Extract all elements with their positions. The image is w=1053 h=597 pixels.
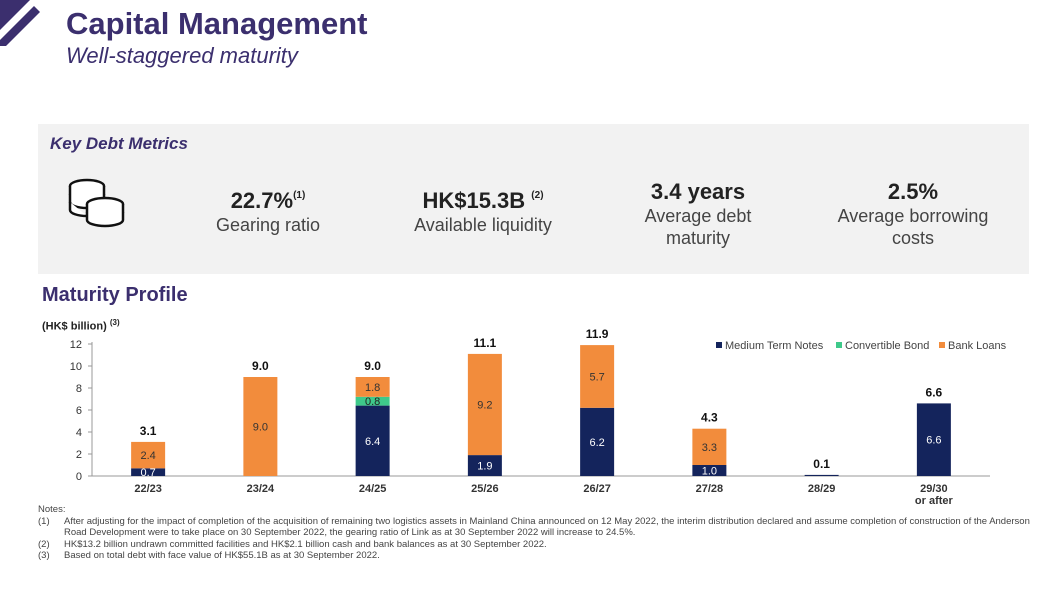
- legend-swatch: [939, 342, 945, 348]
- company-logo: [0, 0, 40, 46]
- metric-gearing-ratio: 22.7%(1) Gearing ratio: [188, 188, 348, 236]
- segment-label: 1.0: [702, 466, 717, 478]
- x-tick-label: 28/29: [808, 483, 836, 495]
- bar-segment: [355, 377, 390, 397]
- legend-label: Bank Loans: [948, 340, 1007, 352]
- note-item: (1) After adjusting for the impact of com…: [38, 516, 1038, 539]
- bar-segment: [355, 396, 390, 406]
- metric-average-borrowing-costs: 2.5% Average borrowing costs: [818, 179, 1008, 249]
- metrics-heading: Key Debt Metrics: [50, 134, 188, 153]
- bar-segment: [243, 377, 278, 476]
- metric-label: Gearing ratio: [215, 215, 321, 235]
- segment-label: 6.2: [589, 437, 604, 449]
- segment-label: 0.8: [365, 396, 380, 408]
- legend-swatch: [716, 342, 722, 348]
- bar-total-label: 3.1: [140, 424, 157, 438]
- segment-label: 0.7: [140, 467, 155, 479]
- bar-segment: [692, 428, 727, 465]
- y-tick-label: 10: [70, 361, 82, 373]
- notes-section: Notes: (1) After adjusting for the impact…: [38, 504, 1038, 562]
- note-item: (2) HK$13.2 billion undrawn committed fac…: [38, 539, 1038, 551]
- note-number: (2): [38, 538, 50, 550]
- y-tick-label: 2: [76, 449, 82, 461]
- y-tick-label: 8: [76, 383, 82, 395]
- metric-footnote: (2): [531, 190, 544, 201]
- note-text: After adjusting for the impact of comple…: [64, 515, 1030, 539]
- bar-segment: [580, 345, 615, 408]
- segment-label: 6.4: [365, 436, 380, 448]
- segment-label: 5.7: [589, 371, 604, 383]
- note-item: (3) Based on total debt with face value o…: [38, 550, 1038, 562]
- bar-total-label: 4.3: [701, 411, 718, 425]
- page-subtitle: Well-staggered maturity: [66, 43, 298, 68]
- x-tick-label: 26/27: [583, 483, 611, 495]
- legend-label: Medium Term Notes: [725, 340, 824, 352]
- y-tick-label: 4: [76, 427, 82, 439]
- metric-average-debt-maturity: 3.4 years Average debt maturity: [623, 179, 773, 249]
- segment-label: 1.8: [365, 382, 380, 394]
- unit-label: (HK$ billion) (3): [42, 318, 120, 333]
- y-tick-label: 12: [70, 339, 82, 351]
- bar-segment: [467, 455, 502, 476]
- bar-segment: [804, 474, 839, 476]
- segment-label: 1.9: [477, 461, 492, 473]
- bar-total-label: 11.9: [586, 327, 609, 341]
- x-tick-label: 24/25: [359, 483, 387, 495]
- bar-total-label: 9.0: [364, 359, 381, 373]
- bar-segment: [580, 407, 615, 476]
- x-tick-label: 25/26: [471, 483, 499, 495]
- metric-value: HK$15.3B: [422, 188, 526, 213]
- metric-label: Average debt maturity: [644, 206, 752, 248]
- bar-total-label: 11.1: [474, 336, 497, 350]
- note-number: (1): [38, 515, 50, 527]
- y-tick-label: 6: [76, 405, 82, 417]
- maturity-profile-chart: 0 2 4 6 8 10 12 0.7 2.4 3.1 22/23 9.0 9.0 23/24 6.4 0.8…: [70, 327, 1007, 507]
- unit-text: (HK$ billion): [42, 320, 107, 333]
- bar-segment: [692, 465, 727, 476]
- note-number: (3): [38, 550, 50, 561]
- legend-label: Convertible Bond: [845, 340, 929, 352]
- note-text: Based on total debt with face value of H…: [64, 550, 380, 561]
- x-tick-label: 27/28: [696, 483, 724, 495]
- x-tick-label: 29/30: [920, 483, 948, 495]
- segment-label: 9.0: [253, 422, 268, 434]
- note-text: HK$13.2 billion undrawn committed facili…: [64, 538, 547, 550]
- segment-label: 2.4: [140, 450, 155, 462]
- bar-total-label: 9.0: [252, 359, 269, 373]
- bar-segment: [131, 468, 166, 476]
- page-title: Capital Management: [66, 6, 368, 41]
- notes-heading: Notes:: [38, 504, 66, 515]
- legend-swatch: [836, 342, 842, 348]
- metric-label: Available liquidity: [414, 215, 552, 235]
- maturity-profile-title: Maturity Profile: [42, 284, 188, 306]
- metric-label: Average borrowing costs: [837, 206, 989, 248]
- x-tick-label: 22/23: [134, 483, 162, 495]
- segment-label: 6.6: [926, 435, 941, 447]
- key-debt-metrics-panel: Key Debt Metrics 22.7%(1) Gearing ratio …: [38, 124, 1029, 274]
- metric-value: 3.4 years: [650, 179, 746, 204]
- bar-segment: [916, 403, 951, 476]
- unit-footnote: (3): [109, 318, 120, 327]
- x-tick-label: or after: [915, 495, 954, 507]
- bar-segment: [131, 441, 166, 469]
- bar-segment: [467, 353, 502, 456]
- bar-total-label: 0.1: [813, 457, 830, 471]
- segment-label: 9.2: [477, 400, 492, 412]
- metric-value: 22.7%: [230, 188, 294, 213]
- coins-icon: [68, 178, 125, 228]
- metric-value: 2.5%: [887, 179, 939, 204]
- segment-label: 3.3: [702, 442, 717, 454]
- metric-footnote: (1): [293, 190, 306, 201]
- x-tick-label: 23/24: [247, 483, 275, 495]
- metric-available-liquidity: HK$15.3B (2) Available liquidity: [393, 188, 573, 236]
- bar-segment: [355, 405, 390, 476]
- y-tick-label: 0: [76, 471, 82, 483]
- bar-total-label: 6.6: [926, 385, 943, 399]
